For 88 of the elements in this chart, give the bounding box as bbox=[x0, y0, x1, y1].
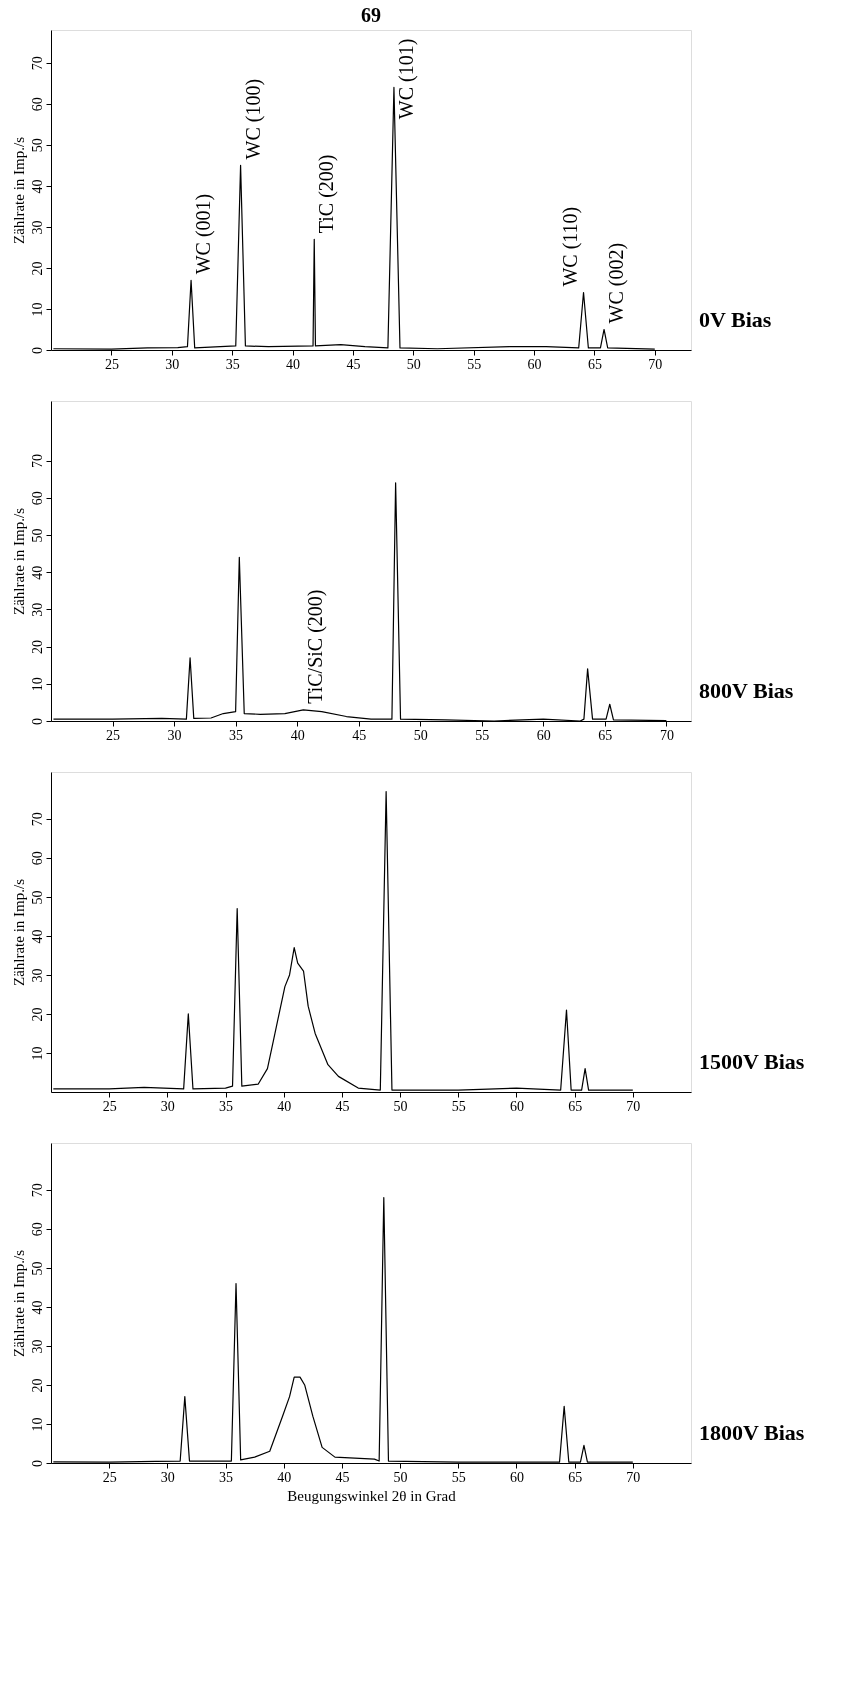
x-tick-label: 40 bbox=[286, 356, 301, 372]
y-tick-label: 70 bbox=[29, 1183, 45, 1198]
y-tick-label: 70 bbox=[29, 812, 45, 827]
x-tick-label: 45 bbox=[335, 1469, 350, 1485]
y-axis-title: Zählrate in Imp./s bbox=[10, 507, 27, 616]
x-tick-label: 70 bbox=[659, 727, 674, 743]
x-tick-label: 65 bbox=[598, 727, 613, 743]
x-tick-label: 50 bbox=[393, 1469, 408, 1485]
y-tick-label: 30 bbox=[29, 602, 45, 617]
annotation: WC (100) bbox=[241, 78, 265, 160]
annotation: WC (001) bbox=[192, 193, 216, 275]
x-tick-label: 55 bbox=[467, 356, 482, 372]
x-tick-label: 55 bbox=[475, 727, 490, 743]
y-tick-label: 10 bbox=[29, 302, 45, 317]
y-tick-label: 10 bbox=[29, 677, 45, 692]
text: 800V Bias bbox=[699, 678, 794, 703]
text: 1500V Bias bbox=[699, 1049, 805, 1074]
x-tick-label: 50 bbox=[406, 356, 421, 372]
y-tick-label: 50 bbox=[29, 1261, 45, 1276]
y-tick-label: 10 bbox=[29, 1417, 45, 1432]
x-tick-label: 25 bbox=[102, 1098, 117, 1114]
y-tick-label: 60 bbox=[29, 491, 45, 506]
x-tick-label: 40 bbox=[290, 727, 305, 743]
y-tick-label: 50 bbox=[29, 890, 45, 905]
x-tick-label: 55 bbox=[451, 1469, 466, 1485]
y-tick-label: 50 bbox=[29, 528, 45, 543]
annotation: TiC (200) bbox=[315, 154, 339, 234]
y-tick-label: 30 bbox=[29, 968, 45, 983]
x-tick-label: 25 bbox=[104, 356, 119, 372]
y-axis-title: Zählrate in Imp./s bbox=[10, 1249, 27, 1358]
x-tick-label: 65 bbox=[568, 1469, 583, 1485]
y-tick-label: 60 bbox=[29, 1222, 45, 1237]
x-tick-label: 30 bbox=[160, 1469, 175, 1485]
y-tick-label: 0 bbox=[29, 347, 45, 354]
y-tick-label: 30 bbox=[29, 220, 45, 235]
x-tick-label: 30 bbox=[160, 1098, 175, 1114]
x-tick-label: 60 bbox=[536, 727, 551, 743]
annotation: TiC/SiC (200) bbox=[304, 589, 328, 704]
x-tick-label: 70 bbox=[626, 1469, 641, 1485]
x-tick-label: 70 bbox=[648, 356, 663, 372]
y-tick-label: 40 bbox=[29, 565, 45, 580]
x-tick-label: 40 bbox=[277, 1469, 292, 1485]
text: 1800V Bias bbox=[699, 1420, 805, 1445]
x-tick-label: 60 bbox=[527, 356, 542, 372]
text: 0V Bias bbox=[699, 307, 772, 332]
y-tick-label: 60 bbox=[29, 851, 45, 866]
x-tick-label: 45 bbox=[335, 1098, 350, 1114]
y-tick-label: 60 bbox=[29, 97, 45, 112]
x-tick-label: 70 bbox=[626, 1098, 641, 1114]
x-tick-label: 25 bbox=[106, 727, 121, 743]
y-tick-label: 30 bbox=[29, 1339, 45, 1354]
x-tick-label: 30 bbox=[167, 727, 182, 743]
y-tick-label: 40 bbox=[29, 179, 45, 194]
y-tick-label: 0 bbox=[29, 1460, 45, 1467]
chart-title: 69 bbox=[361, 4, 381, 26]
x-tick-label: 50 bbox=[393, 1098, 408, 1114]
y-axis-title: Zählrate in Imp./s bbox=[10, 136, 27, 245]
annotation: WC (110) bbox=[558, 206, 582, 287]
annotation: WC (002) bbox=[605, 242, 629, 324]
y-tick-label: 70 bbox=[29, 56, 45, 71]
x-tick-label: 35 bbox=[229, 727, 244, 743]
x-tick-label: 35 bbox=[219, 1469, 234, 1485]
x-tick-label: 35 bbox=[225, 356, 240, 372]
x-tick-label: 40 bbox=[277, 1098, 292, 1114]
y-tick-label: 20 bbox=[29, 640, 45, 655]
annotation: WC (101) bbox=[394, 38, 418, 120]
y-tick-label: 50 bbox=[29, 138, 45, 153]
x-tick-label: 60 bbox=[509, 1469, 524, 1485]
x-tick-label: 30 bbox=[165, 356, 180, 372]
y-tick-label: 20 bbox=[29, 1007, 45, 1022]
x-tick-label: 50 bbox=[413, 727, 428, 743]
x-tick-label: 25 bbox=[102, 1469, 117, 1485]
x-tick-label: 65 bbox=[568, 1098, 583, 1114]
x-tick-label: 55 bbox=[451, 1098, 466, 1114]
y-tick-label: 70 bbox=[29, 454, 45, 469]
x-tick-label: 60 bbox=[509, 1098, 524, 1114]
y-axis-title: Zählrate in Imp./s bbox=[10, 878, 27, 987]
y-tick-label: 10 bbox=[29, 1046, 45, 1061]
x-tick-label: 45 bbox=[346, 356, 361, 372]
y-tick-label: 20 bbox=[29, 1378, 45, 1393]
y-tick-label: 40 bbox=[29, 929, 45, 944]
x-tick-label: 65 bbox=[587, 356, 602, 372]
x-tick-label: 45 bbox=[352, 727, 367, 743]
x-axis-title: Beugungswinkel 2θ in Grad bbox=[287, 1487, 457, 1504]
y-tick-label: 0 bbox=[29, 718, 45, 725]
y-tick-label: 20 bbox=[29, 261, 45, 276]
y-tick-label: 40 bbox=[29, 1300, 45, 1315]
x-tick-label: 35 bbox=[219, 1098, 234, 1114]
